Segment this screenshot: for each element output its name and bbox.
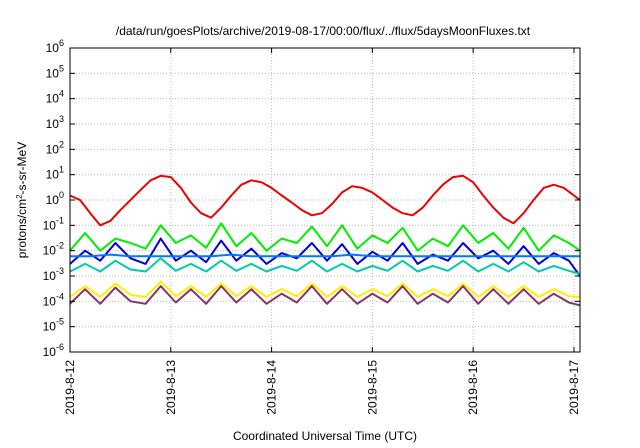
- y-tick-label: 10-1: [43, 215, 64, 232]
- y-tick-label: 102: [46, 139, 64, 156]
- y-tick-label: 10-5: [43, 317, 64, 334]
- y-tick-label: 100: [46, 190, 64, 207]
- y-axis-label-suffix: -s-sr-MeV: [15, 142, 29, 195]
- series-line: [69, 174, 581, 227]
- series-line: [69, 237, 581, 277]
- x-tick-label: 2019-8-16: [466, 360, 480, 415]
- x-axis-label: Coordinated Universal Time (UTC): [233, 429, 417, 443]
- y-tick-label: 10-2: [43, 241, 64, 258]
- y-axis-label: protons/cm2-s-sr-MeV: [15, 142, 30, 258]
- series-layer: [69, 174, 581, 307]
- x-tick-label: 2019-8-13: [164, 360, 178, 415]
- y-tick-label: 104: [46, 89, 64, 106]
- series-line: [69, 257, 581, 275]
- y-tick-label: 105: [46, 63, 64, 80]
- y-tick-label: 101: [46, 165, 64, 182]
- series-line: [69, 285, 581, 307]
- y-tick-label: 103: [46, 114, 64, 131]
- series-line: [69, 222, 581, 252]
- y-tick-label: 106: [46, 38, 64, 55]
- y-axis-label-sup: 2: [15, 194, 24, 199]
- x-tick-label: 2019-8-17: [567, 360, 581, 415]
- y-tick-label: 10-4: [43, 291, 64, 308]
- y-tick-label: 10-3: [43, 266, 64, 283]
- x-tick-label: 2019-8-12: [63, 360, 77, 415]
- x-tick-label: 2019-8-15: [365, 360, 379, 415]
- y-tick-label: 10-6: [43, 342, 64, 359]
- x-tick-label: 2019-8-14: [265, 360, 279, 415]
- tick-layer: 10-6 10-5 10-4 10-3 10-2 10-1 100 101 102 103 104 1…: [43, 38, 581, 415]
- series-line: [69, 280, 581, 298]
- y-axis-label-prefix: protons/cm: [15, 199, 29, 258]
- grid-lines: [70, 48, 580, 352]
- series-line: [70, 253, 580, 258]
- chart-title: /data/run/goesPlots/archive/2019-08-17/0…: [116, 24, 531, 38]
